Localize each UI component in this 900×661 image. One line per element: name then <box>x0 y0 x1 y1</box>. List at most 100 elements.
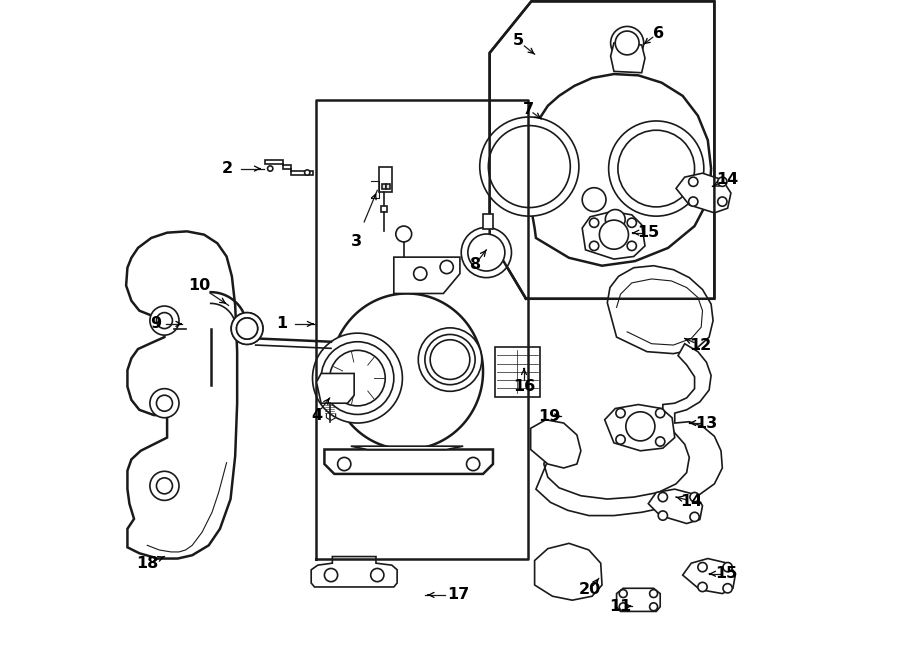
Polygon shape <box>531 420 580 468</box>
Circle shape <box>466 457 480 471</box>
Circle shape <box>650 603 658 611</box>
Circle shape <box>723 563 733 572</box>
Circle shape <box>590 241 598 251</box>
Circle shape <box>582 188 606 212</box>
Circle shape <box>698 582 707 592</box>
Circle shape <box>690 512 699 522</box>
Circle shape <box>157 395 173 411</box>
Circle shape <box>655 437 665 446</box>
Polygon shape <box>126 231 238 559</box>
Text: 10: 10 <box>188 278 210 293</box>
Polygon shape <box>610 43 645 73</box>
Polygon shape <box>351 446 464 449</box>
Circle shape <box>608 121 704 216</box>
Circle shape <box>237 318 257 339</box>
Text: 20: 20 <box>579 582 601 597</box>
Text: 7: 7 <box>522 102 534 116</box>
Text: 19: 19 <box>538 409 561 424</box>
Text: 5: 5 <box>512 34 524 48</box>
Polygon shape <box>605 405 675 451</box>
Circle shape <box>430 340 470 379</box>
Circle shape <box>414 267 427 280</box>
Text: 14: 14 <box>680 494 702 508</box>
Circle shape <box>371 568 384 582</box>
Circle shape <box>619 603 627 611</box>
Polygon shape <box>265 160 312 175</box>
Polygon shape <box>535 543 602 600</box>
Polygon shape <box>311 557 397 587</box>
Text: 16: 16 <box>513 379 536 394</box>
Text: 6: 6 <box>652 26 664 40</box>
Circle shape <box>440 260 454 274</box>
Bar <box>382 206 386 212</box>
Circle shape <box>231 313 263 344</box>
Polygon shape <box>582 212 645 259</box>
Bar <box>379 167 392 192</box>
Circle shape <box>150 306 179 335</box>
Bar <box>382 184 386 189</box>
Circle shape <box>237 318 257 339</box>
Circle shape <box>396 226 411 242</box>
Polygon shape <box>676 173 731 213</box>
Circle shape <box>312 333 402 423</box>
Circle shape <box>627 241 636 251</box>
Circle shape <box>618 130 695 207</box>
Text: 14: 14 <box>716 173 739 187</box>
Text: 15: 15 <box>716 566 737 581</box>
Polygon shape <box>648 489 703 524</box>
Circle shape <box>329 350 385 406</box>
Polygon shape <box>490 1 715 299</box>
Text: 15: 15 <box>637 225 660 240</box>
Circle shape <box>650 590 658 598</box>
Polygon shape <box>324 449 493 474</box>
Circle shape <box>610 26 644 59</box>
Polygon shape <box>394 257 460 293</box>
Circle shape <box>150 471 179 500</box>
Circle shape <box>626 412 655 441</box>
Circle shape <box>590 218 598 227</box>
Text: 9: 9 <box>150 317 161 331</box>
Circle shape <box>658 492 668 502</box>
Text: 2: 2 <box>221 161 233 176</box>
Circle shape <box>157 313 173 329</box>
Polygon shape <box>616 588 661 611</box>
Circle shape <box>304 170 310 175</box>
Bar <box>495 347 540 397</box>
Circle shape <box>599 220 628 249</box>
Polygon shape <box>608 266 713 354</box>
Text: 17: 17 <box>446 588 469 602</box>
Circle shape <box>418 328 482 391</box>
Polygon shape <box>331 293 483 449</box>
Polygon shape <box>683 559 735 594</box>
Circle shape <box>606 210 626 229</box>
Text: 1: 1 <box>276 317 287 331</box>
Text: 13: 13 <box>696 416 717 430</box>
Circle shape <box>338 457 351 471</box>
Circle shape <box>461 227 511 278</box>
Circle shape <box>480 117 579 216</box>
Circle shape <box>616 435 625 444</box>
Circle shape <box>717 197 727 206</box>
Circle shape <box>157 478 173 494</box>
Polygon shape <box>529 74 711 266</box>
Polygon shape <box>536 344 723 516</box>
Text: 11: 11 <box>609 599 632 613</box>
Circle shape <box>616 31 639 55</box>
Circle shape <box>231 313 263 344</box>
Bar <box>483 214 493 229</box>
Circle shape <box>468 234 505 271</box>
Circle shape <box>425 334 475 385</box>
Bar <box>386 184 390 189</box>
Circle shape <box>267 166 273 171</box>
Circle shape <box>723 584 733 593</box>
Circle shape <box>658 511 668 520</box>
Text: 18: 18 <box>136 556 158 570</box>
Circle shape <box>690 492 699 502</box>
Circle shape <box>655 408 665 418</box>
Circle shape <box>616 408 625 418</box>
Circle shape <box>150 389 179 418</box>
Circle shape <box>321 342 394 414</box>
Circle shape <box>489 126 571 208</box>
Circle shape <box>688 177 698 186</box>
Circle shape <box>688 197 698 206</box>
